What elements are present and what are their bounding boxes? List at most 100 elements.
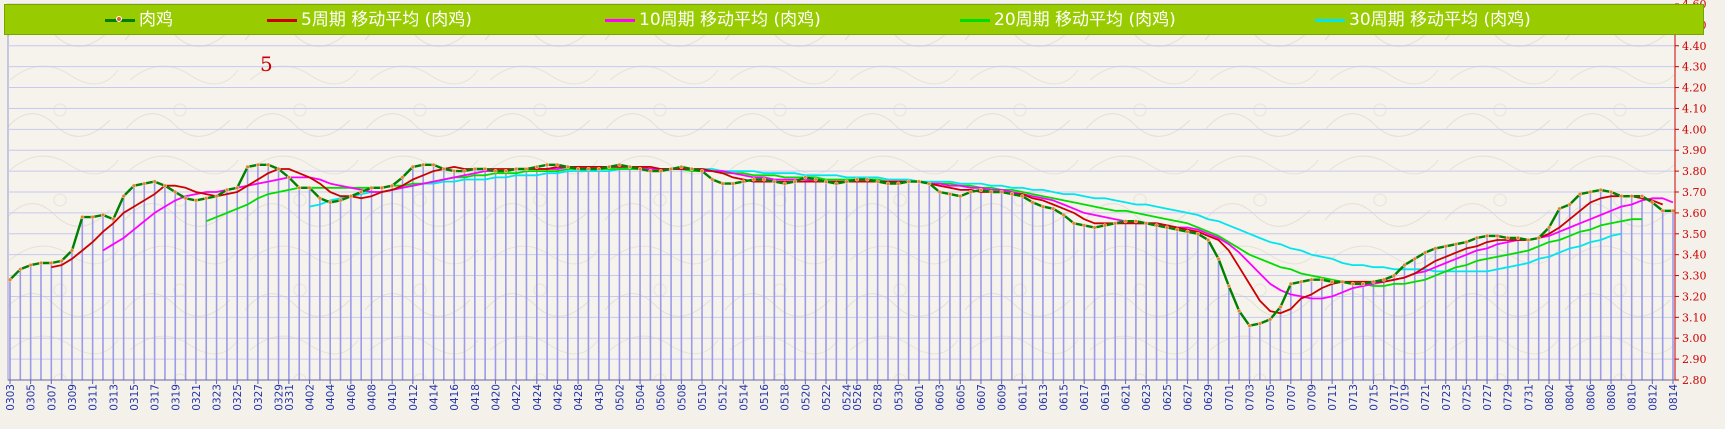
price-point bbox=[1660, 208, 1665, 213]
price-point bbox=[328, 200, 333, 205]
price-point bbox=[379, 185, 384, 190]
price-point bbox=[80, 215, 85, 220]
price-point bbox=[1288, 281, 1293, 286]
price-point bbox=[958, 194, 963, 199]
price-point bbox=[493, 169, 498, 174]
x-tick-label: 0518 bbox=[780, 384, 792, 411]
price-point bbox=[338, 198, 343, 203]
x-tick-label: 0605 bbox=[955, 384, 967, 411]
x-tick-label: 0522 bbox=[821, 384, 833, 411]
price-point bbox=[1505, 235, 1510, 241]
price-point bbox=[741, 179, 746, 184]
price-point bbox=[369, 185, 374, 190]
price-point bbox=[162, 183, 167, 188]
x-tick-label: 0510 bbox=[697, 384, 709, 411]
price-point bbox=[1330, 279, 1335, 284]
price-point bbox=[545, 162, 550, 167]
x-tick-label: 0329 bbox=[274, 384, 286, 411]
price-point bbox=[1154, 223, 1159, 228]
x-tick-label: 0504 bbox=[635, 384, 647, 411]
price-point bbox=[441, 166, 446, 172]
price-point bbox=[297, 185, 302, 190]
price-point bbox=[1629, 194, 1634, 199]
price-point bbox=[173, 189, 178, 195]
price-point bbox=[596, 166, 601, 172]
price-point bbox=[823, 179, 829, 184]
price-point bbox=[1185, 229, 1190, 234]
price-point bbox=[38, 260, 44, 266]
y-tick-label: 3.50 bbox=[1682, 228, 1707, 241]
price-point bbox=[813, 177, 818, 182]
price-point bbox=[1040, 204, 1045, 209]
x-tick-label: 0711 bbox=[1327, 384, 1339, 411]
price-point bbox=[472, 166, 477, 172]
price-point bbox=[627, 164, 632, 169]
price-point bbox=[586, 166, 591, 172]
price-point bbox=[431, 162, 436, 167]
price-point bbox=[1464, 240, 1469, 245]
price-point bbox=[679, 164, 684, 169]
legend-swatch-ma20 bbox=[960, 18, 990, 22]
price-point bbox=[1082, 223, 1087, 228]
price-point bbox=[286, 175, 291, 180]
x-tick-label: 0804 bbox=[1565, 384, 1577, 411]
x-tick-label: 0528 bbox=[873, 384, 885, 411]
x-tick-label: 0319 bbox=[170, 384, 182, 411]
price-point bbox=[514, 166, 519, 172]
price-point bbox=[875, 179, 880, 184]
x-tick-label: 0719 bbox=[1399, 384, 1411, 411]
price-point bbox=[100, 212, 106, 218]
x-tick-label: 0731 bbox=[1523, 384, 1535, 411]
price-point bbox=[978, 187, 983, 192]
x-tick-label: 0327 bbox=[253, 384, 265, 411]
price-point bbox=[1299, 279, 1304, 284]
price-point bbox=[555, 162, 560, 167]
price-point bbox=[1257, 321, 1262, 326]
price-point bbox=[276, 166, 281, 172]
legend-item-ma10: 10周期 移动平均 (肉鸡) bbox=[605, 8, 821, 32]
x-tick-label: 0725 bbox=[1461, 384, 1473, 411]
x-tick-label: 0524 bbox=[842, 384, 854, 411]
x-tick-label: 0426 bbox=[552, 384, 564, 411]
price-point bbox=[1268, 317, 1273, 322]
price-point bbox=[916, 179, 922, 184]
price-point bbox=[854, 177, 860, 182]
price-point bbox=[1392, 273, 1397, 278]
price-point bbox=[1237, 309, 1242, 314]
price-point bbox=[1195, 231, 1200, 236]
price-point bbox=[1009, 192, 1014, 197]
price-point bbox=[1361, 281, 1366, 286]
x-tick-label: 0627 bbox=[1183, 384, 1195, 411]
x-tick-label: 0615 bbox=[1059, 384, 1071, 411]
price-point bbox=[255, 162, 260, 167]
legend-swatch-ma30 bbox=[1315, 18, 1345, 22]
price-point bbox=[1670, 208, 1676, 213]
price-point bbox=[1371, 279, 1376, 284]
price-point bbox=[131, 183, 137, 188]
price-point bbox=[1650, 200, 1655, 205]
x-tick-label: 0516 bbox=[759, 384, 771, 411]
price-point bbox=[1071, 221, 1076, 226]
x-tick-label: 0422 bbox=[511, 384, 523, 411]
x-tick-label: 0416 bbox=[449, 384, 461, 411]
price-point bbox=[1454, 242, 1459, 247]
price-point bbox=[317, 196, 322, 201]
y-tick-label: 4.10 bbox=[1682, 102, 1707, 115]
legend-item-ma5: 5周期 移动平均 (肉鸡) bbox=[267, 8, 472, 32]
y-tick-label: 3.20 bbox=[1682, 290, 1707, 303]
price-point bbox=[1030, 200, 1035, 205]
price-point bbox=[658, 169, 663, 174]
x-tick-label: 0428 bbox=[573, 384, 585, 411]
price-point bbox=[1020, 194, 1025, 199]
price-point bbox=[999, 189, 1004, 195]
price-point bbox=[1175, 227, 1180, 232]
x-tick-label: 0808 bbox=[1606, 384, 1618, 411]
price-point bbox=[700, 169, 705, 174]
price-point bbox=[204, 196, 209, 201]
y-tick-label: 3.40 bbox=[1682, 249, 1707, 262]
price-point bbox=[1608, 189, 1614, 195]
x-tick-label: 0611 bbox=[1017, 384, 1029, 411]
x-tick-label: 0723 bbox=[1441, 384, 1453, 411]
x-tick-label: 0806 bbox=[1585, 384, 1597, 411]
x-tick-label: 0514 bbox=[738, 384, 750, 411]
